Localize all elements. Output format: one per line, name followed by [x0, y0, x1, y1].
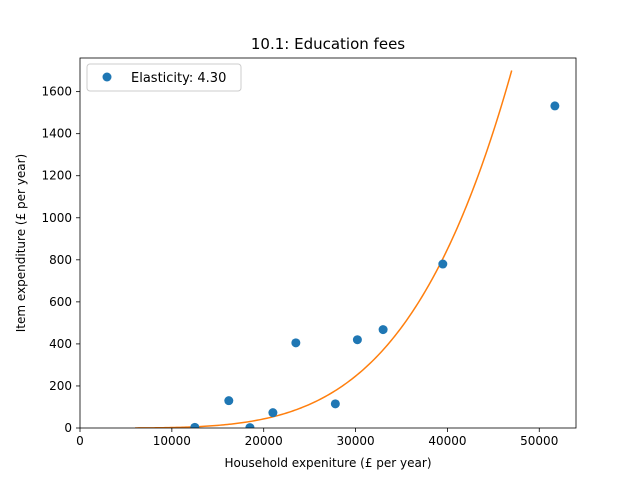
x-tick-label: 20000 [245, 434, 283, 448]
x-tick-label: 10000 [153, 434, 191, 448]
y-tick-label: 1400 [41, 127, 72, 141]
data-point [291, 338, 301, 348]
plot-area [135, 70, 560, 428]
y-tick-label: 1000 [41, 211, 72, 225]
legend-label: Elasticity: 4.30 [131, 71, 226, 86]
legend-box [86, 63, 242, 92]
data-point [245, 423, 255, 428]
legend: Elasticity: 4.30 [86, 63, 242, 92]
data-point [330, 399, 340, 409]
y-axis-ticks: 0 200 400 600 800 1000 1200 1400 1600 [41, 85, 80, 435]
x-tick-label: 50000 [520, 434, 558, 448]
data-point [378, 325, 388, 335]
y-tick-label: 0 [64, 421, 72, 435]
y-tick-label: 400 [49, 337, 72, 351]
x-axis-label: Household expeniture (£ per year) [224, 456, 431, 470]
x-tick-label: 40000 [428, 434, 466, 448]
data-points [190, 101, 560, 428]
y-tick-label: 200 [49, 379, 72, 393]
plot-frame [79, 57, 577, 429]
x-axis-ticks: 0 10000 20000 30000 40000 50000 [76, 428, 558, 448]
data-point [190, 422, 200, 428]
data-point [352, 335, 362, 345]
y-tick-label: 1600 [41, 85, 72, 99]
legend-marker [102, 72, 112, 82]
chart-title: 10.1: Education fees [251, 35, 405, 53]
x-tick-label: 30000 [336, 434, 374, 448]
y-axis-label: Item expenditure (£ per year) [14, 154, 28, 332]
y-tick-label: 1200 [41, 169, 72, 183]
data-point [550, 101, 560, 111]
data-point [224, 396, 234, 406]
x-tick-label: 0 [76, 434, 84, 448]
data-point [268, 408, 278, 418]
data-point [438, 259, 448, 269]
y-tick-label: 600 [49, 295, 72, 309]
y-tick-label: 800 [49, 253, 72, 267]
